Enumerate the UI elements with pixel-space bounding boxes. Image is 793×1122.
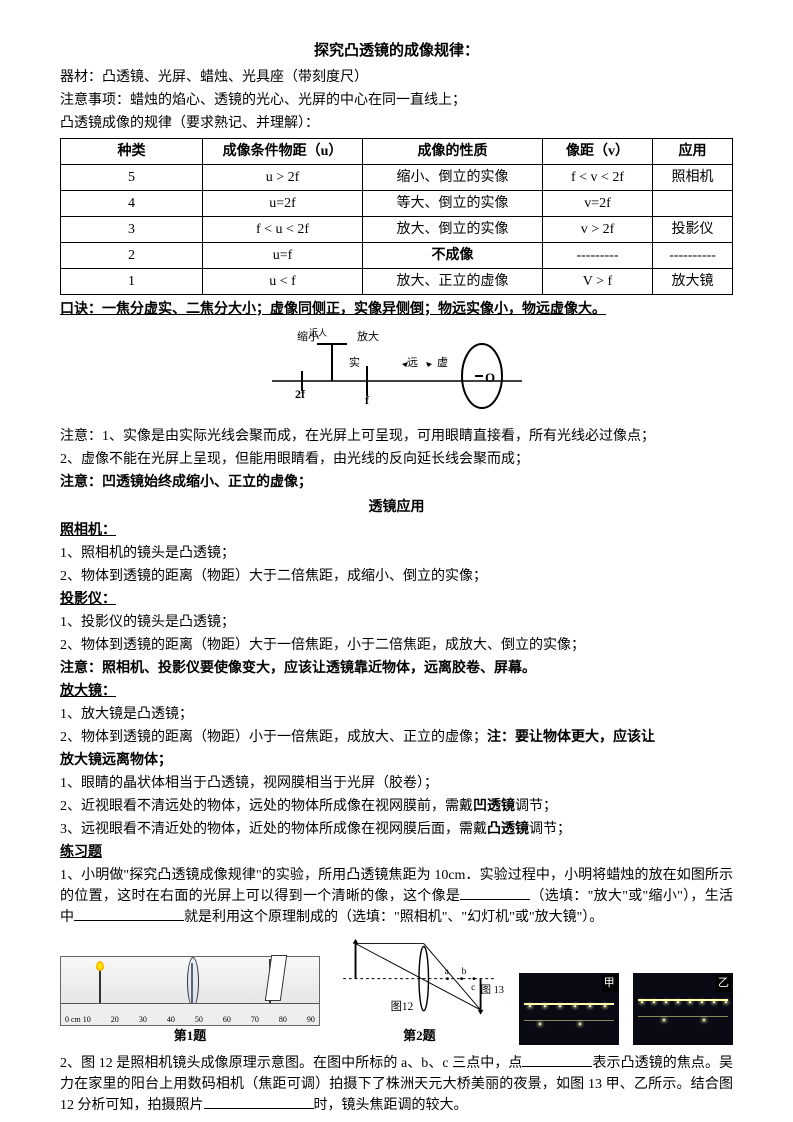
candle-icon <box>99 969 101 1003</box>
camera-l1: 1、照相机的镜头是凸透镜； <box>60 543 733 564</box>
ruler-scale: 0 cm 102030405060708090 <box>61 1003 319 1025</box>
magnifier-head: 放大镜： <box>60 684 116 699</box>
note-1: 注意：1、实像是由实际光线会聚而成，在光屏上可呈现，可用眼睛直接看，所有光线必过… <box>60 426 733 447</box>
table-row: 2u=f不成像------------------- <box>61 242 733 268</box>
blank-input[interactable] <box>522 1053 592 1067</box>
figure-row: 0 cm 102030405060708090 第1题 a b c 图12 图 … <box>60 936 733 1046</box>
svg-text:b: b <box>462 966 467 976</box>
apps-title: 透镜应用 <box>60 497 733 518</box>
note-line: 注意事项：蜡烛的焰心、透镜的光心、光屏的中心在同一直线上； <box>60 90 733 111</box>
table-row: 5u > 2f缩小、倒立的实像f < v < 2f照相机 <box>61 164 733 190</box>
figure-q2: a b c 图12 图 13 第2题 <box>334 936 504 1046</box>
ray-diagram-svg: a b c 图12 图 13 <box>334 936 504 1026</box>
th-prop: 成像的性质 <box>363 138 543 164</box>
mnemonic-line: 口诀：一焦分虚实、二焦分大小；虚像同侧正，实像异侧倒；物远实像小，物远虚像大。 <box>60 299 733 320</box>
table-row: 4u=2f等大、倒立的实像v=2f <box>61 190 733 216</box>
axis-diagram: 缩小 放大 近人 实 远 虚 2f f O <box>60 326 733 416</box>
svg-text:2f: 2f <box>295 387 306 401</box>
svg-text:远: 远 <box>407 356 418 369</box>
rules-table: 种类 成像条件物距（u） 成像的性质 像距（v） 应用 5u > 2f缩小、倒立… <box>60 138 733 295</box>
camera-l2: 2、物体到透镜的距离（物距）大于二倍焦距，成缩小、倒立的实像； <box>60 566 733 587</box>
projector-l2: 2、物体到透镜的距离（物距）大于一倍焦距，小于二倍焦距，成放大、倒立的实像； <box>60 635 733 656</box>
figure-label: 第2题 <box>403 1026 436 1046</box>
magnifier-l3: 放大镜远离物体； <box>60 750 733 771</box>
night-image: 乙 <box>633 973 733 1045</box>
screen-icon <box>269 959 271 1003</box>
svg-text:f: f <box>365 393 370 407</box>
night-photo-yi: 乙 <box>633 973 733 1045</box>
svg-text:图12: 图12 <box>391 999 414 1012</box>
svg-text:近人: 近人 <box>309 327 327 338</box>
svg-text:O: O <box>485 370 495 385</box>
table-row: 1u < f放大、正立的虚像V > f放大镜 <box>61 268 733 294</box>
night-photo-jia: 甲 <box>519 973 619 1045</box>
eye-l1: 1、眼睛的晶状体相当于凸透镜，视网膜相当于光屏（胶卷）； <box>60 773 733 794</box>
camera-head: 照相机： <box>60 523 116 538</box>
svg-text:实: 实 <box>349 355 360 369</box>
magnifier-l2: 2、物体到透镜的距离（物距）小于一倍焦距，成放大、正立的虚像；注：要让物体更大，… <box>60 727 733 748</box>
projector-head: 投影仪： <box>60 592 116 607</box>
eye-l2: 2、近视眼看不清远处的物体，远处的物体所成像在视网膜前，需戴凹透镜调节； <box>60 796 733 817</box>
magnifier-l1: 1、放大镜是凸透镜； <box>60 704 733 725</box>
th-imgdist: 像距（v） <box>543 138 653 164</box>
svg-text:虚: 虚 <box>437 356 448 369</box>
table-row: 3f < u < 2f放大、倒立的实像v > 2f投影仪 <box>61 216 733 242</box>
th-cond: 成像条件物距（u） <box>203 138 363 164</box>
eye-l3: 3、远视眼看不清近处的物体，近处的物体所成像在视网膜后面，需戴凸透镜调节； <box>60 819 733 840</box>
th-type: 种类 <box>61 138 203 164</box>
th-app: 应用 <box>653 138 733 164</box>
question-2: 2、图 12 是照相机镜头成像原理示意图。在图中所标的 a、b、c 三点中，点表… <box>60 1053 733 1116</box>
exercise-head: 练习题 <box>60 845 102 860</box>
svg-text:a: a <box>445 966 450 976</box>
ruler-diagram: 0 cm 102030405060708090 <box>60 956 320 1026</box>
projector-warn: 注意：照相机、投影仪要使像变大，应该让透镜靠近物体，远离胶卷、屏幕。 <box>60 658 733 679</box>
note-3: 注意：凹透镜始终成缩小、正立的虚像； <box>60 472 733 493</box>
lens-icon <box>191 963 193 1003</box>
lens-axis-svg: 缩小 放大 近人 实 远 虚 2f f O <box>267 326 527 416</box>
blank-input[interactable] <box>74 907 184 921</box>
night-image: 甲 <box>519 973 619 1045</box>
question-1: 1、小明做"探究凸透镜成像规律"的实验，所用凸透镜焦距为 10cm．实验过程中，… <box>60 865 733 928</box>
figure-q1: 0 cm 102030405060708090 第1题 <box>60 956 320 1046</box>
svg-text:图 13: 图 13 <box>481 983 504 995</box>
projector-l1: 1、投影仪的镜头是凸透镜； <box>60 612 733 633</box>
svg-text:放大: 放大 <box>357 329 379 343</box>
blank-input[interactable] <box>204 1095 314 1109</box>
svg-text:c: c <box>471 983 475 993</box>
note-2: 2、虚像不能在光屏上呈现，但能用眼睛看，由光线的反向延长线会聚而成； <box>60 449 733 470</box>
figure-label: 第1题 <box>174 1026 207 1046</box>
equipment-line: 器材：凸透镜、光屏、蜡烛、光具座（带刻度尺） <box>60 67 733 88</box>
rule-line: 凸透镜成像的规律（要求熟记、并理解）： <box>60 113 733 134</box>
page-title: 探究凸透镜的成像规律： <box>60 40 733 63</box>
blank-input[interactable] <box>460 886 530 900</box>
table-header-row: 种类 成像条件物距（u） 成像的性质 像距（v） 应用 <box>61 138 733 164</box>
